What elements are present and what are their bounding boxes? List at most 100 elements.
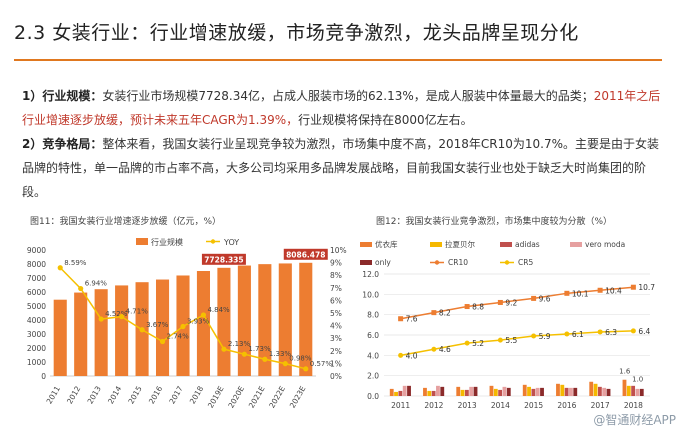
bar-industry-scale [115,285,129,376]
point-cr5 [630,328,636,334]
data-label-yoy: 3.93% [187,317,210,325]
legend-swatch [570,242,582,247]
legend-marker [504,260,510,265]
bar-4 [573,387,578,396]
y-right-tick-label: 2% [330,347,342,356]
y-right-tick-label: 7% [330,284,342,293]
bar-industry-scale [155,279,170,376]
y-left-tick-label: 4000 [27,316,46,325]
point-cr10 [464,304,470,310]
bar-0 [456,386,461,396]
figure11-chart: 行业规模 YOY 0 1000 2000 3000 4000 5000 6000 7000 8000… [27,237,347,410]
data-label-cr10: 7.6 [406,315,418,324]
bar-industry-scale [217,267,231,376]
y-right-tick-label: 4% [330,322,342,331]
y-left-tick-label: 7000 [27,274,46,283]
x-tick-label: 2020E [226,384,246,409]
bar-industry-scale [278,263,292,376]
data-label-yoy: 8.59% [64,259,87,267]
point-yoy [241,351,247,357]
data-label-yoy: 3.67% [146,321,169,329]
x-tick-label: 2017 [167,384,184,405]
section2-text: 整体来看，我国女装行业呈现竞争较为激烈，市场集中度不高，2018年CR10为10… [22,137,660,199]
data-label-yoy: 0.57% [310,360,333,368]
bar-3 [502,386,507,396]
point-yoy [159,338,166,345]
series-line-cr10 [400,286,634,320]
y-left-tick-label: 8000 [27,260,46,269]
point-cr5 [431,346,437,352]
bar-end-label: 1.6 [619,368,631,376]
data-label-cr5: 6.4 [638,327,650,336]
watermark: @智通财经APP [593,413,676,427]
data-label-yoy: 0.98% [289,355,312,363]
point-cr5 [597,329,603,335]
y-right-tick-label: 8% [330,271,342,280]
point-yoy [221,346,227,352]
data-label-yoy: 4.71% [126,308,149,316]
point-cr10 [398,316,404,322]
bar-1 [394,391,398,396]
x-tick-label: 2015 [126,384,143,405]
legend-swatch [360,242,372,247]
bar-end-label: 1.0 [632,376,643,384]
point-cr5 [464,340,470,346]
x-tick-label: 2019E [206,384,226,409]
data-label-cr5: 4.0 [406,351,418,360]
legend-label: 优衣库 [375,239,398,249]
legend-swatch [430,242,442,247]
y-left-tick-label: 0 [41,372,46,381]
legend-swatch-industry-scale [136,238,148,245]
point-yoy [180,323,186,330]
section1-text-a: 女装行业市场规模7728.34亿，占成人服装市场的62.13%，是成人服装中体量… [102,89,594,103]
bar-2 [464,389,469,396]
bar-1 [560,384,565,396]
legend-label: 拉夏贝尔 [445,239,475,249]
bar-0 [423,387,427,396]
legend-marker-yoy [210,239,216,244]
point-cr5 [398,352,404,358]
bar-industry-scale [196,271,211,376]
bar-3 [436,385,440,396]
section1-text-b: 行业规模将保持在8000亿左右。 [298,113,473,127]
point-cr10 [597,287,603,293]
legend-marker [434,260,440,265]
legend-label: CR10 [448,258,468,267]
bar-value-label: 7728.335 [204,255,243,264]
x-tick-label: 2022E [267,384,287,409]
y-tick-label: 12.0 [362,270,379,279]
data-label-cr10: 9.6 [539,294,551,303]
bar-2 [398,390,403,396]
legend-label: CR5 [518,258,533,267]
y-right-tick-label: 5% [330,309,342,318]
bar-4 [473,386,478,396]
y-left-tick-label: 5000 [27,302,46,311]
legend-label-yoy: YOY [223,238,239,247]
legend-label: adidas [515,240,540,249]
y-right-tick-label: 1% [330,359,342,368]
data-label-yoy: 4.84% [207,306,230,314]
bar-3 [635,388,640,396]
bar-1 [493,388,498,396]
bar-2 [498,389,503,396]
bar-3 [569,387,573,396]
point-yoy [200,312,207,318]
title-divider [14,59,662,61]
x-tick-label: 2011 [45,384,62,405]
bar-industry-scale [94,289,108,376]
bar-2 [564,387,569,396]
point-cr10 [531,295,537,301]
figure12-caption: 图12：我国女装行业竞争激烈，市场集中度较为分散（%） [376,217,613,227]
y-right-tick-label: 9% [330,259,342,268]
point-cr5 [497,337,503,343]
data-label-yoy: 2.13% [228,340,251,348]
x-tick-label: 2021E [247,384,267,409]
bar-industry-scale [74,292,88,376]
y-right-tick-label: 3% [330,334,342,343]
y-tick-label: 0.0 [367,392,379,401]
section1-label: 1）行业规模： [22,89,103,103]
y-tick-label: 10.0 [362,290,379,299]
bar-2 [531,388,536,396]
bar-industry-scale [237,265,251,376]
section1-text-highlight: 2011年之后行业增速逐步放缓，预计未来五年CAGR为1.39%， [22,89,661,127]
